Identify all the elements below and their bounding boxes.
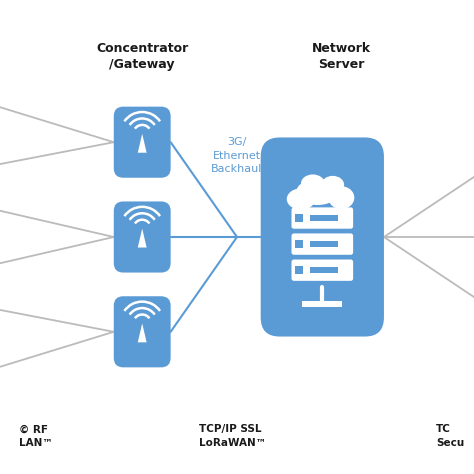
FancyBboxPatch shape (261, 137, 384, 337)
Text: Network
Server: Network Server (312, 42, 371, 72)
FancyBboxPatch shape (310, 215, 338, 221)
Ellipse shape (287, 189, 315, 210)
Polygon shape (138, 323, 146, 342)
FancyBboxPatch shape (295, 214, 303, 222)
Ellipse shape (301, 174, 325, 192)
FancyBboxPatch shape (295, 266, 303, 274)
FancyBboxPatch shape (114, 296, 171, 367)
FancyBboxPatch shape (114, 107, 171, 178)
FancyBboxPatch shape (295, 240, 303, 248)
Text: 3G/
Ethernet
Backhaul: 3G/ Ethernet Backhaul (211, 137, 263, 174)
FancyBboxPatch shape (302, 301, 342, 308)
FancyBboxPatch shape (310, 241, 338, 247)
Ellipse shape (296, 179, 339, 205)
FancyBboxPatch shape (114, 201, 171, 273)
FancyBboxPatch shape (292, 207, 353, 228)
Text: © RF
LAN™: © RF LAN™ (19, 425, 53, 447)
Text: TCP/IP SSL
LoRaWAN™: TCP/IP SSL LoRaWAN™ (199, 425, 266, 447)
Text: TC
Secu: TC Secu (436, 425, 465, 447)
Polygon shape (138, 228, 146, 247)
FancyBboxPatch shape (292, 260, 353, 281)
FancyBboxPatch shape (310, 267, 338, 273)
Ellipse shape (328, 186, 355, 209)
FancyBboxPatch shape (292, 233, 353, 255)
Text: Concentrator
/Gateway: Concentrator /Gateway (96, 42, 188, 72)
Ellipse shape (321, 176, 344, 194)
Polygon shape (138, 134, 146, 153)
